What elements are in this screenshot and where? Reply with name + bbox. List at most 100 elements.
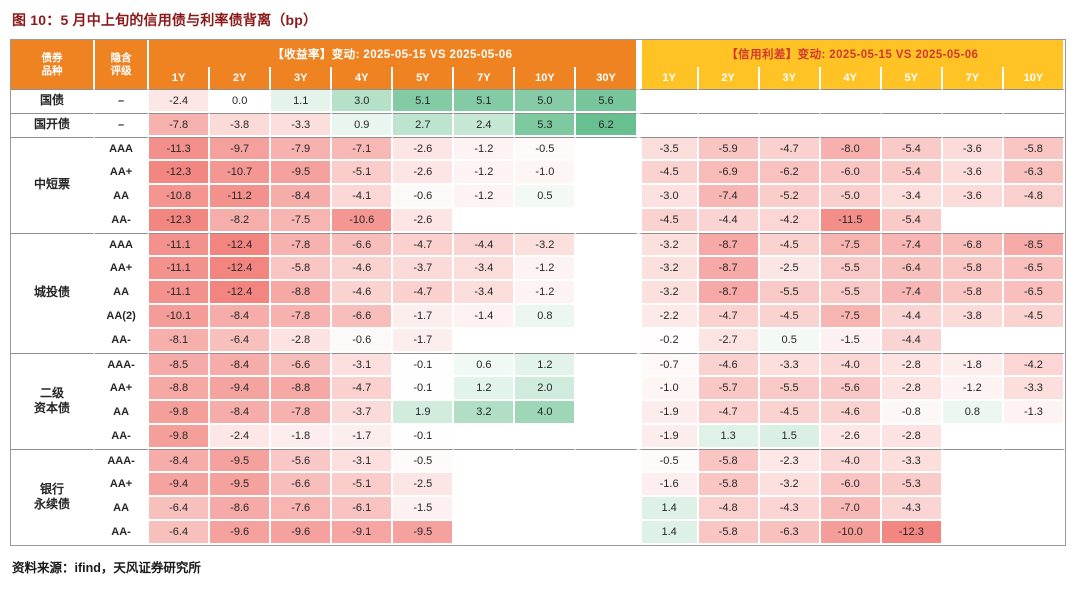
yield-cell (454, 329, 516, 353)
spread-cell: 1.5 (759, 425, 821, 449)
table-row: 中短票 AAA -11.3 -9.7 -7.9 -7.1 -2.6 -1.2 -0.5 -3.5-… (11, 137, 1065, 233)
spread-cell: -4.5 (759, 305, 821, 329)
spread-cell: -6.0 (820, 473, 882, 497)
yield-cell: -5.8 (271, 257, 333, 281)
spread-cell: -6.3 (759, 521, 821, 545)
tenor-header: 1Y (149, 67, 211, 89)
yield-cell: -3.1 (332, 353, 394, 377)
spread-cell: -0.2 (637, 329, 699, 353)
spread-cell (759, 89, 821, 113)
yield-cell: -9.5 (393, 521, 455, 545)
spread-cell: -6.4 (881, 257, 943, 281)
yield-cell: -6.4 (149, 521, 211, 545)
col-header-bond-type: 债券 品种 (11, 40, 96, 89)
rating-cell: AA- (95, 209, 150, 233)
rating-cell: AA+ (95, 377, 150, 401)
spread-cell: -3.3 (1003, 377, 1065, 401)
spread-cell: -1.0 (637, 377, 699, 401)
bond-type-cell: 国债 (11, 89, 96, 113)
yield-cell: -3.1 (332, 449, 394, 473)
yield-cell: -9.6 (210, 521, 272, 545)
yield-cell (454, 521, 516, 545)
yield-cell: -2.4 (149, 89, 211, 113)
yield-cell: -9.5 (271, 161, 333, 185)
tenor-header: 2Y (698, 67, 760, 89)
spread-cell: -6.5 (1003, 257, 1065, 281)
divergence-heatmap-table: 债券 品种 隐含 评级 【收益率】变动: 2025-05-15 VS 2025-05… (10, 39, 1066, 546)
table-row: AA -6.4 -8.6 -7.6 -6.1 -1.5 1.4 -4.8 -4.3 -7.0 -4.… (11, 497, 1065, 521)
spread-cell (698, 113, 760, 137)
bond-type-cell: 银行 永续债 (11, 449, 96, 545)
yield-cell: -6.4 (210, 329, 272, 353)
yield-cell: -8.8 (149, 377, 211, 401)
table-row: AA(2) -10.1 -8.4 -7.8 -6.6 -1.7 -1.4 0.8 -2.2 -4.… (11, 305, 1065, 329)
yield-cell (576, 329, 638, 353)
spread-cell: -11.5 (820, 209, 882, 233)
spread-cell: -5.8 (1003, 137, 1065, 161)
yield-cell (515, 425, 577, 449)
spread-cell: -8.7 (698, 233, 760, 257)
spread-cell: -5.7 (698, 377, 760, 401)
spread-cell: -4.3 (881, 497, 943, 521)
spread-cell: -3.2 (759, 473, 821, 497)
col-header-rating: 隐含 评级 (95, 40, 150, 89)
rating-cell: AA (95, 281, 150, 305)
tenor-header: 2Y (210, 67, 272, 89)
tenor-header: 3Y (759, 67, 821, 89)
yield-cell: -0.6 (332, 329, 394, 353)
tenor-header: 1Y (637, 67, 699, 89)
yield-cell: -12.3 (149, 209, 211, 233)
spread-cell: -4.4 (698, 209, 760, 233)
spread-section-header: 【信用利差】变动: 2025-05-15 VS 2025-05-06 (637, 40, 1065, 67)
yield-cell: -0.1 (393, 425, 455, 449)
yield-cell: -12.4 (210, 233, 272, 257)
yield-cell: -11.2 (210, 185, 272, 209)
yield-cell: -7.8 (149, 113, 211, 137)
spread-cell (1003, 113, 1065, 137)
spread-cell: -7.4 (881, 281, 943, 305)
tenor-header: 3Y (271, 67, 333, 89)
yield-cell (576, 401, 638, 425)
spread-cell: -5.8 (942, 257, 1004, 281)
spread-cell (942, 449, 1004, 473)
table-row: AA+ -8.8 -9.4 -8.8 -4.7 -0.1 1.2 2.0 -1.0 -5.7 -5.… (11, 377, 1065, 401)
yield-cell: -3.4 (454, 281, 516, 305)
yield-cell (576, 209, 638, 233)
spread-cell (942, 329, 1004, 353)
spread-cell: 1.3 (698, 425, 760, 449)
table-row: AA+ -11.1 -12.4 -5.8 -4.6 -3.7 -3.4 -1.2 -3.2 -8.… (11, 257, 1065, 281)
yield-cell (515, 209, 577, 233)
yield-cell (576, 521, 638, 545)
yield-cell: -11.1 (149, 233, 211, 257)
spread-cell: -4.6 (820, 401, 882, 425)
yield-cell: -7.9 (271, 137, 333, 161)
yield-cell (515, 473, 577, 497)
yield-cell: -2.4 (210, 425, 272, 449)
yield-cell: -2.6 (393, 209, 455, 233)
spread-cell: -5.5 (820, 257, 882, 281)
spread-cell (942, 497, 1004, 521)
spread-cell: -4.5 (637, 161, 699, 185)
spread-cell (881, 113, 943, 137)
yield-cell (576, 449, 638, 473)
spread-cell: -6.5 (1003, 281, 1065, 305)
spread-cell: -4.6 (698, 353, 760, 377)
yield-cell: -10.6 (332, 209, 394, 233)
yield-cell: -8.6 (210, 497, 272, 521)
spread-cell (942, 209, 1004, 233)
rating-cell: AA- (95, 521, 150, 545)
spread-cell: -2.6 (820, 425, 882, 449)
tenor-header: 5Y (881, 67, 943, 89)
yield-cell: -7.1 (332, 137, 394, 161)
bond-type-cell: 国开债 (11, 113, 96, 137)
yield-cell: -8.1 (149, 329, 211, 353)
spread-cell: -1.9 (637, 401, 699, 425)
yield-cell: -1.2 (515, 281, 577, 305)
spread-cell: -4.5 (759, 401, 821, 425)
spread-cell: -3.4 (881, 185, 943, 209)
table-row: AA- -6.4 -9.6 -9.6 -9.1 -9.5 1.4 -5.8 -6.3 -10.0-… (11, 521, 1065, 545)
spread-cell: 1.4 (637, 521, 699, 545)
yield-cell: -1.2 (454, 137, 516, 161)
bond-type-cell: 中短票 (11, 137, 96, 233)
spread-cell: -5.8 (698, 473, 760, 497)
